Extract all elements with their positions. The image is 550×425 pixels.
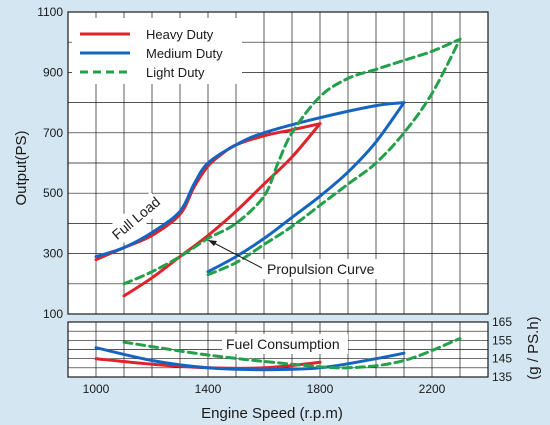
propulsion-pointer-arrowhead bbox=[208, 240, 217, 246]
x-tick-label: 2200 bbox=[419, 382, 446, 396]
x-tick-label: 1400 bbox=[195, 382, 222, 396]
medium-duty-full-load-curve bbox=[94, 101, 406, 259]
propulsion-label-background bbox=[262, 259, 380, 279]
legend-label-medium-duty: Medium Duty bbox=[146, 46, 223, 61]
fuel-y-tick-label: 145 bbox=[492, 352, 512, 366]
propulsion-curve-annotation: Propulsion Curve bbox=[208, 240, 380, 279]
legend-label-heavy-duty: Heavy Duty bbox=[146, 27, 214, 42]
fuel-consumption-annotation: Fuel Consumption bbox=[222, 334, 348, 354]
y-tick-label: 900 bbox=[43, 65, 63, 79]
x-axis-label: Engine Speed (r.p.m) bbox=[201, 405, 343, 422]
y-tick-label: 100 bbox=[43, 307, 63, 321]
propulsion-pointer-line bbox=[211, 241, 263, 269]
heavy-duty-propulsion-curve bbox=[122, 122, 322, 298]
fuel-y-tick-label: 135 bbox=[492, 370, 512, 384]
legend-label-light-duty: Light Duty bbox=[146, 65, 205, 80]
heavy-duty-full-load-curve bbox=[94, 122, 322, 262]
y-axis-label-fuel: (g / PS.h) bbox=[525, 316, 542, 379]
light-duty-propulsion-curve bbox=[206, 37, 462, 277]
fuel-y-tick-label: 155 bbox=[492, 333, 512, 347]
propulsion-curve-label: Propulsion Curve bbox=[267, 261, 375, 277]
fuel-consumption-label-background bbox=[222, 334, 348, 354]
light-duty-full-load-curve bbox=[122, 37, 462, 286]
y-tick-label: 1100 bbox=[37, 5, 63, 19]
y-tick-label: 700 bbox=[43, 126, 63, 140]
x-tick-label: 1800 bbox=[307, 382, 334, 396]
medium-duty-fuel-consumption-curve bbox=[94, 346, 406, 372]
full-load-label-background bbox=[107, 191, 165, 245]
fuel-y-tick-label: 165 bbox=[492, 315, 512, 329]
y-tick-label: 500 bbox=[43, 186, 63, 200]
x-tick-label: 1000 bbox=[83, 382, 110, 396]
y-tick-label: 300 bbox=[43, 247, 63, 261]
fuel-curves bbox=[94, 337, 462, 372]
fuel-consumption-label: Fuel Consumption bbox=[226, 336, 340, 352]
light-duty-fuel-consumption-curve bbox=[122, 337, 462, 370]
y-axis-label-output: Output(PS) bbox=[13, 130, 30, 205]
tick-labels: 100 300 500 700 900 1100 135 145 155 165 1000 1400 1… bbox=[37, 5, 512, 396]
legend: Heavy Duty Medium Duty Light Duty bbox=[72, 18, 242, 84]
